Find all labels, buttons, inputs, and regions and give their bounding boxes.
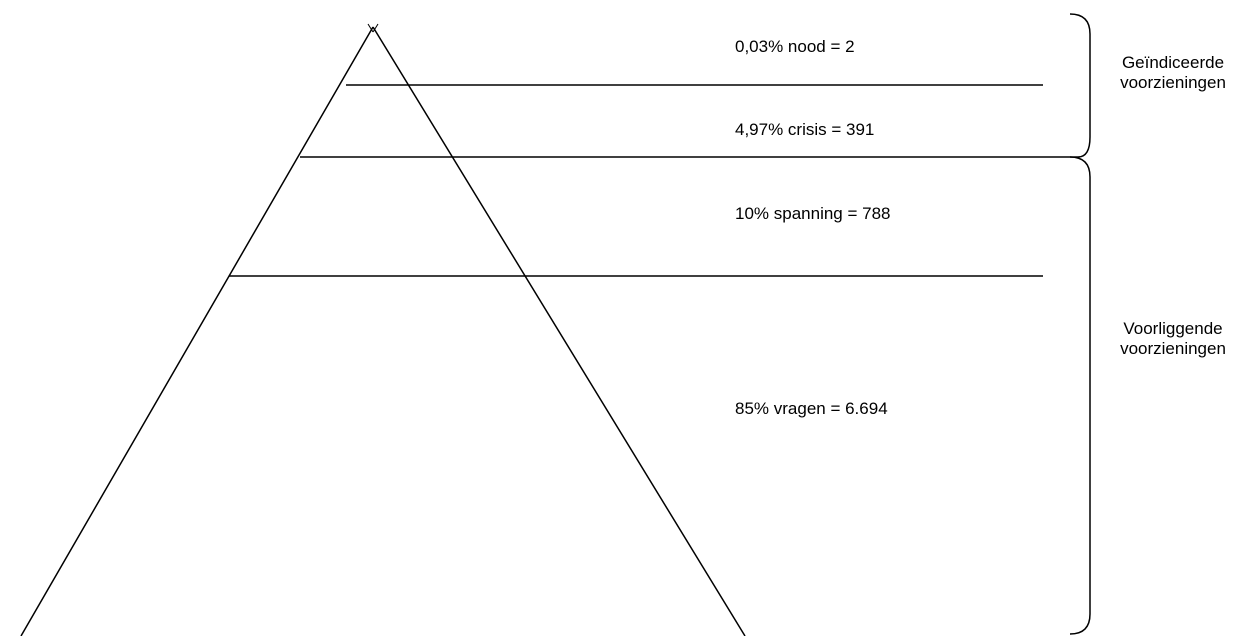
apex-mark-left <box>367 23 374 33</box>
group-label-geindiceerde-line2: voorzieningen <box>1120 73 1226 92</box>
group-label-voorliggende-line1: Voorliggende <box>1123 319 1223 338</box>
group-label-voorliggende-line2: voorzieningen <box>1120 339 1226 358</box>
level-label-crisis: 4,97% crisis = 391 <box>735 120 875 139</box>
pyramid-right-side <box>372 26 746 636</box>
brace-geindiceerde <box>1069 13 1091 158</box>
apex-mark-right <box>372 23 379 33</box>
group-label-geindiceerde-line1: Geïndiceerde <box>1121 53 1225 72</box>
brace-voorliggende <box>1069 156 1091 635</box>
group-label-geindiceerde: Geïndiceerde voorzieningen <box>1093 53 1251 93</box>
level-label-vragen: 85% vragen = 6.694 <box>735 399 888 418</box>
pyramid-left-side <box>20 26 374 636</box>
group-label-voorliggende: Voorliggende voorzieningen <box>1093 319 1251 359</box>
level-label-nood: 0,03% nood = 2 <box>735 37 855 56</box>
level-label-spanning: 10% spanning = 788 <box>735 204 891 223</box>
